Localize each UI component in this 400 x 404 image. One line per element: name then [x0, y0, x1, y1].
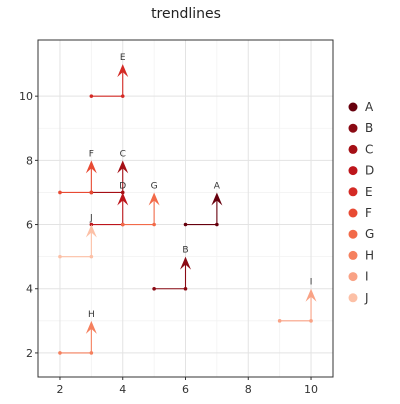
legend-swatch-H [348, 250, 358, 260]
series-label: G [151, 181, 158, 191]
series-layer: A B C D E F G H I J [58, 53, 317, 355]
series-label: B [182, 246, 188, 256]
arrow-head [117, 192, 129, 206]
axis-layer: 2 4 6 8 10 2 4 6 8 10 [19, 39, 334, 396]
legend-swatch-I [348, 272, 358, 282]
series-I: I [277, 278, 317, 323]
data-point [277, 319, 282, 323]
legend-swatch-E [348, 187, 358, 197]
legend-swatch-G [348, 229, 358, 239]
series-E: E [89, 53, 129, 98]
arrow-head [180, 256, 191, 270]
x-tick-label: 2 [56, 383, 63, 396]
legend-label-F: F [365, 206, 372, 220]
legend-swatch-B [348, 123, 358, 133]
y-tick-label: 4 [26, 283, 33, 296]
data-point [58, 351, 62, 355]
y-tick-label: 6 [26, 219, 33, 232]
data-point [152, 286, 156, 291]
data-point [183, 222, 188, 227]
arrow-head [117, 160, 129, 174]
data-point [89, 94, 94, 98]
data-point [58, 254, 62, 259]
data-point [89, 222, 94, 227]
arrow-head [148, 192, 160, 206]
data-point [152, 222, 156, 227]
data-point [89, 254, 94, 259]
series-A: A [183, 181, 223, 227]
x-tick-label: 8 [245, 383, 252, 396]
legend-label-I: I [365, 270, 369, 284]
series-label: A [214, 181, 221, 191]
legend-label-G: G [365, 227, 374, 241]
series-label: E [120, 53, 126, 63]
arrow-head [117, 64, 129, 78]
arrow-head [85, 320, 97, 334]
data-point [215, 222, 219, 227]
data-point [120, 94, 125, 98]
legend-label-D: D [365, 164, 374, 178]
data-point [89, 351, 94, 355]
series-label: C [120, 149, 126, 159]
data-point [183, 286, 188, 291]
arrow-head [85, 160, 97, 174]
legend-swatch-A [348, 102, 358, 112]
data-point [58, 190, 62, 195]
legend-label-A: A [365, 100, 374, 114]
grid-layer [38, 40, 333, 377]
y-tick-label: 2 [26, 347, 33, 360]
series-G: G [120, 181, 160, 227]
legend-swatch-J [348, 293, 358, 303]
legend-label-B: B [365, 121, 373, 135]
legend-label-C: C [365, 142, 373, 156]
legend-swatch-D [348, 166, 358, 176]
x-tick-label: 6 [182, 383, 189, 396]
y-tick-label: 8 [26, 154, 33, 167]
series-F: F [58, 149, 97, 195]
series-J: J [58, 214, 97, 259]
legend-label-J: J [364, 291, 369, 305]
data-point [120, 222, 125, 227]
series-label: J [89, 214, 93, 224]
series-B: B [152, 246, 191, 291]
x-tick-label: 4 [119, 383, 126, 396]
x-tick-label: 10 [304, 383, 318, 396]
series-label: H [88, 310, 95, 320]
arrow-head [211, 192, 223, 206]
legend-swatch-F [348, 208, 358, 218]
y-tick-label: 10 [19, 90, 33, 103]
series-label: D [119, 181, 126, 191]
legend-label-E: E [365, 185, 373, 199]
data-point [309, 319, 313, 323]
series-label: I [310, 278, 313, 288]
arrow-head [305, 288, 317, 302]
chart-title: trendlines [151, 6, 221, 22]
legend-swatch-C [348, 144, 358, 154]
arrow-head [85, 224, 97, 238]
series-label: F [89, 149, 94, 159]
series-H: H [58, 310, 97, 355]
legend-label-H: H [365, 248, 374, 262]
data-point [89, 190, 94, 195]
